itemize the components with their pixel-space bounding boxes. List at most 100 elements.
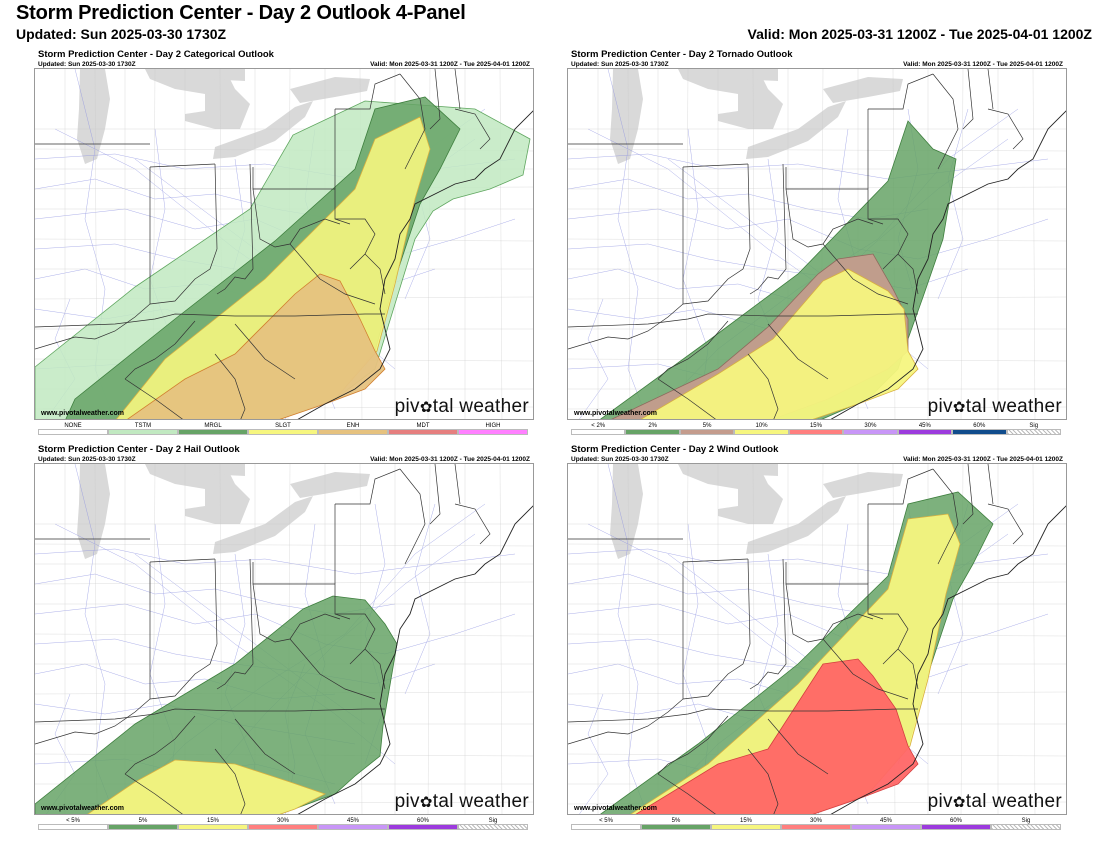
legend-item: 60%	[388, 818, 458, 831]
legend-label: 15%	[206, 818, 219, 824]
legend-item: Sig	[991, 818, 1061, 831]
legend-item: 10%	[734, 423, 789, 436]
legend-label: Sig	[1021, 818, 1031, 824]
panel-updated-time: Updated: Sun 2025-03-30 1730Z	[38, 456, 136, 463]
legend-swatch	[952, 429, 1007, 435]
panel-updated-time: Updated: Sun 2025-03-30 1730Z	[571, 61, 669, 68]
legend-swatch	[679, 429, 735, 435]
pivotal-weather-logo: piv✿tal weather	[928, 791, 1062, 813]
brand-text-left: piv	[927, 791, 953, 812]
wind-outlook-map[interactable]: www.pivotalweather.com piv✿tal weather	[567, 463, 1067, 815]
pivotal-watermark-url: www.pivotalweather.com	[41, 410, 124, 417]
legend-swatch	[851, 824, 921, 830]
legend-label: MDT	[416, 423, 430, 429]
legend-swatch	[788, 429, 844, 435]
legend-swatch	[711, 824, 781, 830]
legend-item: 45%	[897, 423, 953, 436]
legend-item: 30%	[843, 423, 898, 436]
page-title: Storm Prediction Center - Day 2 Outlook …	[16, 2, 466, 24]
legend-item: < 2%	[571, 423, 626, 436]
legend-label: 2%	[648, 423, 657, 429]
legend-item: < 5%	[571, 818, 641, 831]
panel-valid-time: Valid: Mon 2025-03-31 1200Z - Tue 2025-0…	[370, 61, 530, 68]
panel-updated-time: Updated: Sun 2025-03-30 1730Z	[38, 61, 136, 68]
page-updated-time: Updated: Sun 2025-03-30 1730Z	[16, 26, 227, 42]
hail-outlook-map[interactable]: www.pivotalweather.com piv✿tal weather	[34, 463, 534, 815]
legend-label: 10%	[755, 423, 768, 429]
panel-title: Storm Prediction Center - Day 2 Categori…	[38, 49, 274, 60]
brand-text-right: tal weather	[432, 396, 529, 417]
pivotal-watermark-url: www.pivotalweather.com	[41, 805, 124, 812]
legend-label: 45%	[918, 423, 931, 429]
legend-swatch	[248, 824, 318, 830]
legend-item: 2%	[625, 423, 680, 436]
panel-title: Storm Prediction Center - Day 2 Tornado …	[571, 49, 793, 60]
legend-label: 45%	[346, 818, 359, 824]
legend-item: 5%	[679, 423, 735, 436]
pivotal-weather-logo: piv✿tal weather	[395, 396, 529, 418]
legend-swatch	[388, 429, 458, 435]
panel-updated-time: Updated: Sun 2025-03-30 1730Z	[571, 456, 669, 463]
legend-item: TSTM	[108, 423, 178, 436]
legend-label: HIGH	[485, 423, 501, 429]
legend-label: 45%	[879, 818, 892, 824]
legend-swatch	[897, 429, 953, 435]
legend-label: 30%	[809, 818, 822, 824]
legend-label: Sig	[488, 818, 498, 824]
legend-label: 30%	[864, 423, 877, 429]
legend-label: SLGT	[275, 423, 291, 429]
legend-label: Sig	[1029, 423, 1039, 429]
tornado-legend: < 2% 2% 5% 10% 15% 30% 45% 60% Sig	[571, 423, 1061, 436]
legend-item: Sig	[458, 818, 528, 831]
legend-item: SLGT	[248, 423, 318, 436]
legend-label: < 5%	[66, 818, 80, 824]
legend-item: NONE	[38, 423, 108, 436]
brand-text-right: tal weather	[965, 791, 1062, 812]
legend-label: 5%	[702, 423, 712, 429]
brand-text-right: tal weather	[965, 396, 1062, 417]
categorical-outlook-panel: Storm Prediction Center - Day 2 Categori…	[34, 49, 534, 439]
legend-label: 15%	[739, 818, 752, 824]
pivotal-watermark-url: www.pivotalweather.com	[574, 805, 657, 812]
panel-title: Storm Prediction Center - Day 2 Hail Out…	[38, 444, 240, 455]
gear-icon: ✿	[952, 399, 966, 416]
legend-item: MRGL	[178, 423, 248, 436]
brand-text-left: piv	[394, 396, 420, 417]
legend-item: 15%	[788, 423, 844, 436]
legend-swatch	[458, 429, 528, 435]
legend-label: TSTM	[134, 423, 152, 429]
brand-text-right: tal weather	[432, 791, 529, 812]
legend-swatch	[641, 824, 711, 830]
hail-outlook-panel: Storm Prediction Center - Day 2 Hail Out…	[34, 444, 534, 834]
tornado-outlook-map[interactable]: www.pivotalweather.com piv✿tal weather	[567, 68, 1067, 420]
legend-label: 15%	[809, 423, 822, 429]
legend-swatch	[571, 824, 641, 830]
categorical-outlook-map[interactable]: www.pivotalweather.com piv✿tal weather	[34, 68, 534, 420]
hail-15pct-area	[87, 759, 327, 814]
legend-swatch	[571, 429, 626, 435]
legend-swatch	[318, 824, 388, 830]
panel-title: Storm Prediction Center - Day 2 Wind Out…	[571, 444, 779, 455]
legend-item: 5%	[108, 818, 178, 831]
legend-swatch	[38, 429, 108, 435]
pivotal-weather-logo: piv✿tal weather	[395, 791, 529, 813]
legend-item: 30%	[781, 818, 851, 831]
legend-swatch	[108, 429, 178, 435]
legend-label: 60%	[973, 423, 986, 429]
legend-swatch	[38, 824, 108, 830]
wind-outlook-panel: Storm Prediction Center - Day 2 Wind Out…	[567, 444, 1067, 834]
tornado-outlook-panel: Storm Prediction Center - Day 2 Tornado …	[567, 49, 1067, 439]
hail-legend: < 5% 5% 15% 30% 45% 60% Sig	[38, 818, 528, 831]
panel-valid-time: Valid: Mon 2025-03-31 1200Z - Tue 2025-0…	[370, 456, 530, 463]
legend-swatch	[458, 824, 528, 830]
legend-swatch	[781, 824, 851, 830]
legend-label: 5%	[138, 818, 148, 824]
legend-item: HIGH	[458, 423, 528, 436]
page-valid-time: Valid: Mon 2025-03-31 1200Z - Tue 2025-0…	[747, 26, 1092, 42]
legend-label: < 2%	[591, 423, 606, 429]
legend-swatch	[248, 429, 318, 435]
legend-label: 30%	[276, 818, 289, 824]
legend-swatch	[991, 824, 1061, 830]
categorical-legend: NONE TSTM MRGL SLGT ENH MDT HIGH	[38, 423, 528, 436]
legend-item: 30%	[248, 818, 318, 831]
